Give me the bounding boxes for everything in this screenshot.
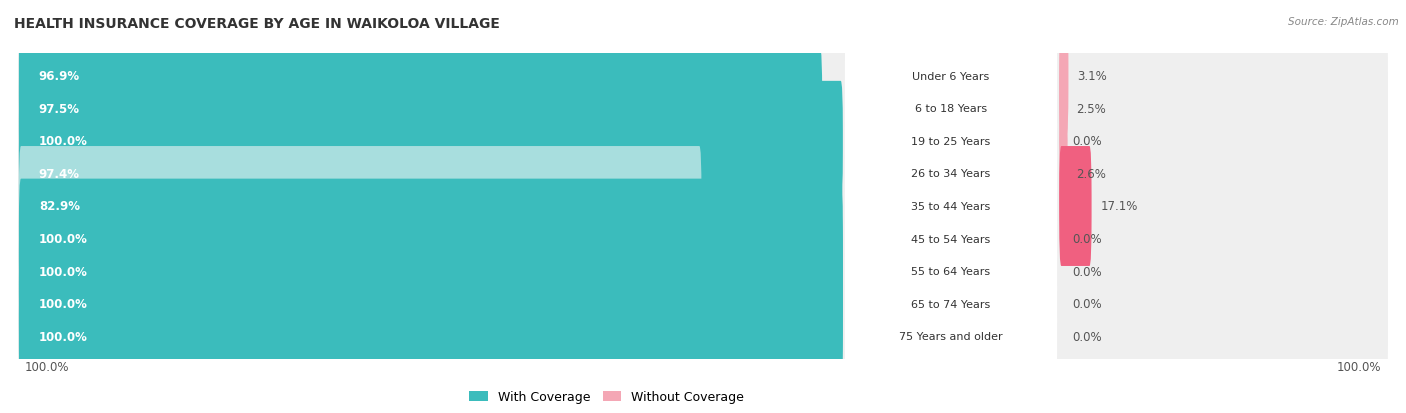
- Text: 17.1%: 17.1%: [1101, 200, 1137, 213]
- FancyBboxPatch shape: [845, 0, 1057, 152]
- FancyBboxPatch shape: [18, 244, 842, 364]
- FancyBboxPatch shape: [1059, 49, 1067, 169]
- FancyBboxPatch shape: [18, 128, 1388, 285]
- FancyBboxPatch shape: [845, 33, 1057, 185]
- FancyBboxPatch shape: [18, 30, 1388, 188]
- FancyBboxPatch shape: [845, 261, 1057, 413]
- Text: 82.9%: 82.9%: [39, 200, 80, 213]
- Text: 100.0%: 100.0%: [25, 360, 69, 373]
- Text: 26 to 34 Years: 26 to 34 Years: [911, 169, 991, 179]
- Text: 100.0%: 100.0%: [39, 233, 87, 245]
- FancyBboxPatch shape: [18, 193, 1388, 350]
- Text: 0.0%: 0.0%: [1073, 265, 1102, 278]
- FancyBboxPatch shape: [1059, 17, 1069, 136]
- Text: 100.0%: 100.0%: [39, 265, 87, 278]
- FancyBboxPatch shape: [18, 0, 1388, 155]
- FancyBboxPatch shape: [18, 49, 823, 169]
- Text: 55 to 64 Years: 55 to 64 Years: [911, 266, 991, 277]
- Text: 35 to 44 Years: 35 to 44 Years: [911, 202, 991, 211]
- Text: Source: ZipAtlas.com: Source: ZipAtlas.com: [1288, 17, 1399, 26]
- Text: 96.9%: 96.9%: [39, 70, 80, 83]
- Text: 19 to 25 Years: 19 to 25 Years: [911, 136, 991, 147]
- FancyBboxPatch shape: [18, 63, 1388, 220]
- FancyBboxPatch shape: [18, 212, 842, 331]
- FancyBboxPatch shape: [845, 65, 1057, 218]
- Text: Under 6 Years: Under 6 Years: [912, 71, 990, 81]
- FancyBboxPatch shape: [18, 258, 1388, 413]
- Text: 0.0%: 0.0%: [1073, 330, 1102, 343]
- FancyBboxPatch shape: [845, 131, 1057, 282]
- Text: 3.1%: 3.1%: [1077, 70, 1107, 83]
- FancyBboxPatch shape: [18, 160, 1388, 318]
- Text: 100.0%: 100.0%: [39, 135, 87, 148]
- Text: 97.5%: 97.5%: [39, 102, 80, 116]
- Text: 0.0%: 0.0%: [1073, 297, 1102, 311]
- FancyBboxPatch shape: [845, 228, 1057, 380]
- Text: 45 to 54 Years: 45 to 54 Years: [911, 234, 991, 244]
- FancyBboxPatch shape: [18, 17, 817, 136]
- Text: 6 to 18 Years: 6 to 18 Years: [915, 104, 987, 114]
- FancyBboxPatch shape: [18, 95, 1388, 253]
- Text: HEALTH INSURANCE COVERAGE BY AGE IN WAIKOLOA VILLAGE: HEALTH INSURANCE COVERAGE BY AGE IN WAIK…: [14, 17, 501, 31]
- FancyBboxPatch shape: [18, 277, 842, 396]
- FancyBboxPatch shape: [18, 225, 1388, 383]
- Text: 100.0%: 100.0%: [39, 330, 87, 343]
- Text: 65 to 74 Years: 65 to 74 Years: [911, 299, 991, 309]
- FancyBboxPatch shape: [1059, 114, 1067, 234]
- Text: 100.0%: 100.0%: [39, 297, 87, 311]
- FancyBboxPatch shape: [18, 114, 821, 234]
- FancyBboxPatch shape: [1059, 147, 1091, 266]
- Legend: With Coverage, Without Coverage: With Coverage, Without Coverage: [464, 385, 749, 408]
- Text: 2.6%: 2.6%: [1077, 168, 1107, 180]
- FancyBboxPatch shape: [845, 195, 1057, 348]
- FancyBboxPatch shape: [18, 82, 842, 201]
- Text: 2.5%: 2.5%: [1077, 102, 1107, 116]
- FancyBboxPatch shape: [845, 163, 1057, 315]
- Text: 0.0%: 0.0%: [1073, 135, 1102, 148]
- Text: 75 Years and older: 75 Years and older: [900, 332, 1002, 342]
- Text: 0.0%: 0.0%: [1073, 233, 1102, 245]
- FancyBboxPatch shape: [18, 147, 702, 266]
- Text: 97.4%: 97.4%: [39, 168, 80, 180]
- FancyBboxPatch shape: [18, 179, 842, 299]
- Text: 100.0%: 100.0%: [1337, 360, 1381, 373]
- FancyBboxPatch shape: [845, 98, 1057, 250]
